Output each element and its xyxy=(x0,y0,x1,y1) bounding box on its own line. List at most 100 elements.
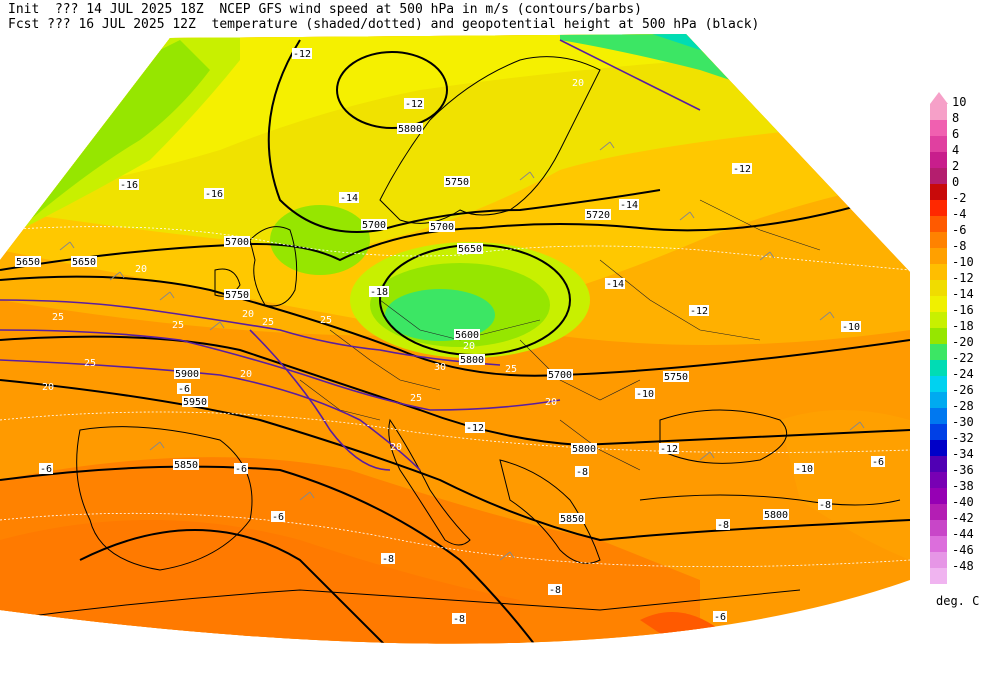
height-label: 5700 xyxy=(225,237,249,248)
height-label: 5850 xyxy=(560,514,584,525)
temperature-labels: -12 -12 -16 -16 -14 -18 -14 -12 -12 -14 -10 -6 -6 -6 -… xyxy=(39,48,885,625)
wind-label: 25 xyxy=(262,317,274,328)
temp-label: -12 xyxy=(466,423,484,434)
wind-barbs xyxy=(59,141,865,561)
legend-swatch xyxy=(930,408,947,424)
wind-label: 25 xyxy=(84,358,96,369)
legend-swatch xyxy=(930,360,947,376)
legend-swatch xyxy=(930,296,947,312)
legend-swatch xyxy=(930,376,947,392)
legend-units: deg. C xyxy=(936,594,980,608)
temp-label: -6 xyxy=(272,512,284,523)
temp-label: -6 xyxy=(178,384,190,395)
legend-label: -4 xyxy=(952,207,967,221)
legend-swatch xyxy=(930,280,947,296)
wind-label: 20 xyxy=(572,78,584,89)
wind-label: 20 xyxy=(390,442,402,453)
temp-label: -8 xyxy=(819,500,831,511)
legend-swatch xyxy=(930,552,947,568)
height-label: 5650 xyxy=(16,257,40,268)
wind-label: 20 xyxy=(242,309,254,320)
legend-label: -8 xyxy=(952,239,967,253)
height-label: 5750 xyxy=(225,290,249,301)
temp-label: -14 xyxy=(340,193,358,204)
legend-swatch xyxy=(930,264,947,280)
height-label: 5750 xyxy=(445,177,469,188)
height-label: 5700 xyxy=(548,370,572,381)
legend-label: 10 xyxy=(952,95,967,109)
wind-label: 20 xyxy=(135,264,147,275)
wind-label: 25 xyxy=(410,393,422,404)
legend-swatch xyxy=(930,520,947,536)
geopotential-height-contours xyxy=(0,39,910,644)
legend-label: -20 xyxy=(952,335,974,349)
legend-swatch xyxy=(930,232,947,248)
legend-label: -46 xyxy=(952,543,974,557)
height-label: 5800 xyxy=(398,124,422,135)
height-labels: 5650 5700 5700 5750 5800 5720 5700 5600 5650 5700… xyxy=(15,123,789,525)
legend-label: 0 xyxy=(952,175,960,189)
legend-swatch xyxy=(930,216,947,232)
temp-label: -14 xyxy=(606,279,624,290)
height-label: 5800 xyxy=(572,444,596,455)
chart-header-forecast: Fcst ??? 16 JUL 2025 12Z temperature (sh… xyxy=(8,17,760,32)
height-label: 5750 xyxy=(664,372,688,383)
temperature-isotherms xyxy=(0,226,910,568)
wind-label: 25 xyxy=(505,364,517,375)
temp-label: -8 xyxy=(453,614,465,625)
temp-label: -12 xyxy=(660,444,678,455)
temp-label: -12 xyxy=(690,306,708,317)
legend-label: -36 xyxy=(952,463,974,477)
legend-label: 8 xyxy=(952,111,960,125)
legend-label: -14 xyxy=(952,287,974,301)
temp-label: -16 xyxy=(120,180,138,191)
temp-label: -10 xyxy=(842,322,860,333)
temp-label: -6 xyxy=(714,612,726,623)
legend-label: -28 xyxy=(952,399,974,413)
legend-label: -48 xyxy=(952,559,974,573)
legend-swatch xyxy=(930,136,947,152)
height-label: 5700 xyxy=(362,220,386,231)
legend-swatch xyxy=(930,568,947,584)
legend-label: 6 xyxy=(952,127,960,141)
height-label: 5800 xyxy=(764,510,788,521)
temp-label: -8 xyxy=(382,554,394,565)
legend-swatch xyxy=(930,392,947,408)
legend-top-arrow xyxy=(930,92,948,104)
legend-label: -24 xyxy=(952,367,974,381)
temp-label: -6 xyxy=(235,464,247,475)
temp-label: -6 xyxy=(40,464,52,475)
wind-label: 20 xyxy=(545,397,557,408)
temp-label: -8 xyxy=(549,585,561,596)
legend-swatch xyxy=(930,184,947,200)
legend-label: -2 xyxy=(952,191,967,205)
legend-label: -38 xyxy=(952,479,974,493)
chart-header-init: Init ??? 14 JUL 2025 18Z NCEP GFS wind s… xyxy=(8,2,642,17)
height-label: 5650 xyxy=(72,257,96,268)
legend-swatch xyxy=(930,488,947,504)
legend-swatch xyxy=(930,312,947,328)
legend-swatch xyxy=(930,152,947,168)
legend-swatch xyxy=(930,168,947,184)
temp-label: -14 xyxy=(620,200,638,211)
legend-swatch xyxy=(930,424,947,440)
wind-labels: 20 25 25 20 25 25 20 20 25 20 25 20 25 20 30 20 xyxy=(42,78,584,453)
height-label: 5600 xyxy=(455,330,479,341)
legend-swatch xyxy=(930,440,947,456)
legend-label: -12 xyxy=(952,271,974,285)
temp-label: -12 xyxy=(405,99,423,110)
legend-swatch xyxy=(930,104,947,120)
height-label: 5720 xyxy=(586,210,610,221)
legend-label: -44 xyxy=(952,527,974,541)
coastlines xyxy=(0,56,901,621)
legend-swatch xyxy=(930,504,947,520)
temp-label: -18 xyxy=(370,287,388,298)
legend-label: -16 xyxy=(952,303,974,317)
legend-swatch xyxy=(930,344,947,360)
legend-label: -6 xyxy=(952,223,967,237)
temp-label: -16 xyxy=(205,189,223,200)
legend-label: -40 xyxy=(952,495,974,509)
wind-label: 25 xyxy=(52,312,64,323)
